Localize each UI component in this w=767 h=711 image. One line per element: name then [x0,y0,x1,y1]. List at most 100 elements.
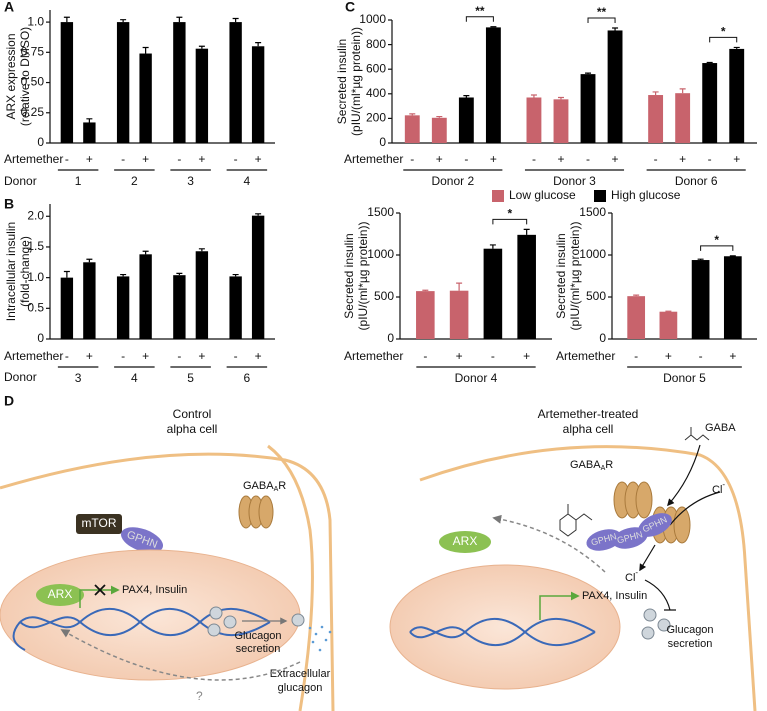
granule [291,613,305,627]
x-tick-label: - [586,152,590,166]
x-tick-label: - [423,349,427,363]
significance-label: ** [475,4,485,18]
error-bar [490,26,497,28]
group-label: Donor 3 [553,174,596,188]
group-label: 4 [131,371,138,385]
error-bar [86,118,93,123]
y-axis-label: Intracellular insulin [4,222,18,321]
bar [83,122,96,143]
significance-bracket [700,245,734,251]
y-tick-label: 800 [366,37,386,51]
legend-swatch [492,190,504,202]
error-bar [489,244,496,249]
x-tick-label: - [464,152,468,166]
cell-title: alpha cell [167,422,218,436]
x-tick-label: + [733,152,740,166]
bar [517,234,536,339]
bar [648,95,664,143]
y-axis-label: (relative to DMSO) [18,27,32,126]
bar [607,30,623,143]
x-tick-label: + [729,349,736,363]
x-tick-label: + [86,349,93,363]
row-label: Artemether [556,349,615,363]
legend-label: Low glucose [509,188,576,202]
group-label: 3 [187,174,194,188]
x-tick-label: + [255,152,262,166]
error-bar [633,294,640,297]
x-tick-label: - [65,349,69,363]
molecule [559,504,593,537]
secretion-label: Glucagon [234,630,281,642]
arrow [639,544,656,572]
y-axis-label: Secreted insulin [335,39,349,124]
membrane [0,452,335,711]
bar [139,53,152,144]
bar [526,97,542,143]
bar [229,22,242,143]
error-bar [198,45,205,49]
y-tick-label: 0 [599,331,606,345]
x-tick-label: + [679,152,686,166]
arx-label: ARX [48,587,73,601]
bar [229,276,242,339]
arx [36,584,84,606]
error-bar [409,113,416,116]
bar [627,296,646,339]
molecule [684,427,710,441]
error-bar [176,272,183,276]
x-tick-label: + [198,349,205,363]
x-tick-label: - [634,349,638,363]
y-axis-label: (fold-change) [18,236,32,307]
error-bar [232,273,239,277]
x-tick-label: + [142,152,149,166]
x-tick-label: + [665,349,672,363]
extracellular-label: glucagon [278,682,323,694]
panel-letter: C [345,0,355,15]
x-tick-label: + [198,152,205,166]
bar [723,256,742,339]
arx [439,531,491,553]
group-label: 2 [131,174,138,188]
secretion-label: secretion [668,638,713,650]
y-axis-label: (pIU/(ml*µg protein)) [349,27,363,136]
secretion-label: secretion [236,643,281,655]
error-bar [198,248,205,252]
glucagon-dots [308,625,332,652]
bar [60,277,74,339]
extracellular-label: Extracellular [270,668,331,680]
row-label: Donor [4,174,37,188]
significance-label: ** [597,5,607,19]
bar [173,22,186,143]
dashed-arrow [60,629,301,681]
x-tick-label: + [456,349,463,363]
error-bar [697,258,704,261]
error-bar [585,72,592,75]
panel-letter: D [4,393,14,409]
y-axis-label: (pIU/(ml*µg protein)) [356,222,370,331]
error-bar [463,95,470,98]
bar [139,254,152,339]
y-axis-label: ARX expression [4,33,18,119]
error-bar [255,42,262,47]
significance-label: * [507,207,512,221]
significance-label: * [721,25,726,39]
error-bar [530,94,537,98]
bar [675,93,691,143]
membrane [419,445,757,711]
bar [691,260,710,339]
group-label: 4 [244,174,251,188]
bar [251,215,265,339]
block [94,584,106,596]
y-tick-label: 400 [366,86,386,100]
x-tick-label: + [612,152,619,166]
y-tick-label: 0.25 [21,105,45,119]
row-label: Artemether [344,152,403,166]
dna [409,617,596,647]
x-tick-label: - [234,152,238,166]
row-label: Donor [4,370,37,384]
group-label: 6 [244,371,251,385]
y-tick-label: 500 [586,289,606,303]
x-tick-label: + [255,349,262,363]
y-tick-label: 1500 [579,205,606,219]
